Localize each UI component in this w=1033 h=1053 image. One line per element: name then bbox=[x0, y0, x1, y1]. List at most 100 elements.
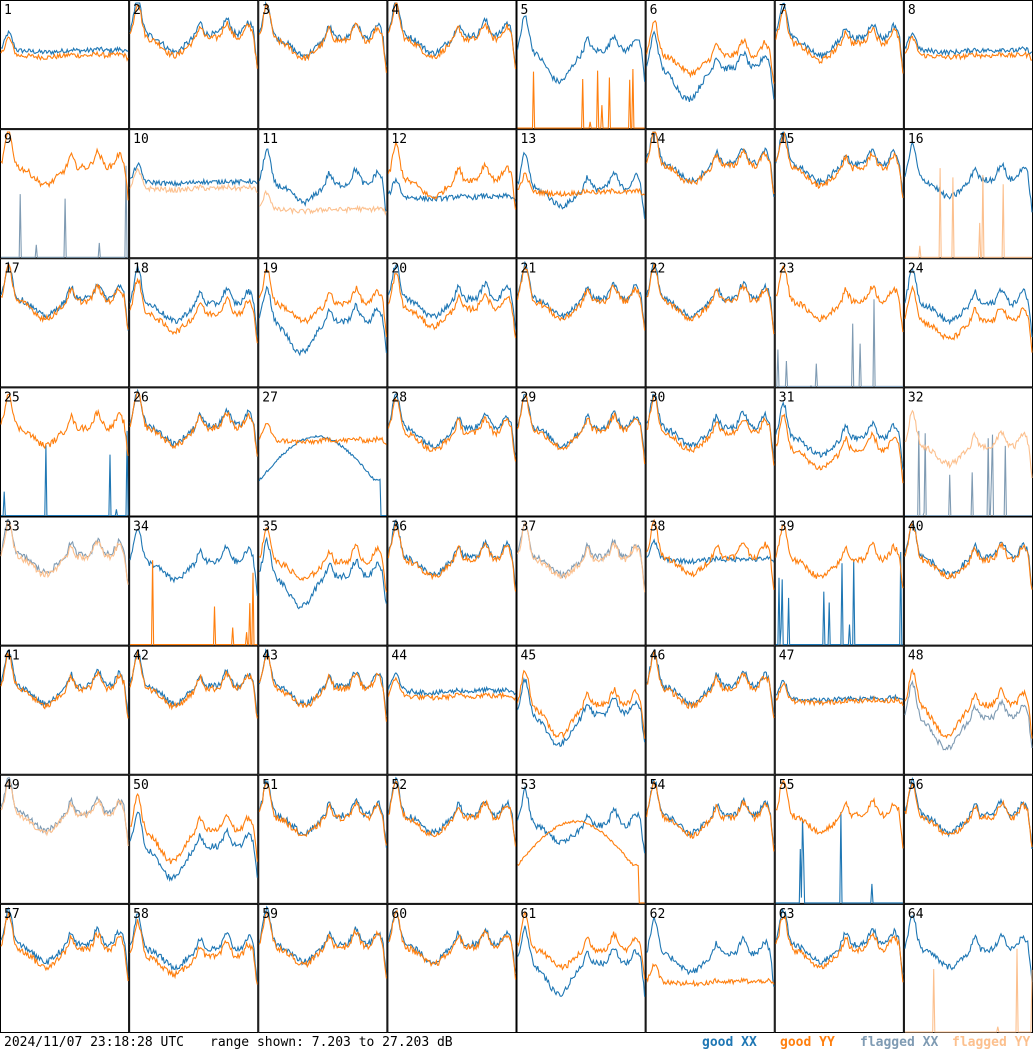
series-yy-good bbox=[387, 397, 517, 462]
panel-49: 49 bbox=[0, 774, 130, 904]
panel-frame bbox=[258, 645, 388, 775]
series-xx-good bbox=[129, 913, 258, 983]
panel-label: 18 bbox=[133, 261, 149, 276]
series-xx-good bbox=[646, 393, 775, 462]
series-xx-good bbox=[775, 811, 903, 904]
series-yy-flagged bbox=[129, 167, 258, 194]
series-xx-good bbox=[775, 401, 904, 470]
panel-16: 16 bbox=[903, 129, 1033, 259]
panel-32: 32 bbox=[903, 387, 1033, 517]
panel-label: 39 bbox=[779, 520, 795, 535]
panel-label: 56 bbox=[908, 778, 924, 793]
panel-4: 4 bbox=[387, 0, 517, 130]
panel-label: 54 bbox=[650, 778, 666, 793]
panel-1: 1 bbox=[0, 0, 130, 130]
series-xx-flagged bbox=[904, 679, 1033, 751]
panel-45: 45 bbox=[516, 645, 646, 775]
legend-good-yy: good YY bbox=[780, 1035, 835, 1050]
panel-label: 23 bbox=[779, 261, 795, 276]
panel-61: 61 bbox=[516, 903, 646, 1033]
series-yy-flagged bbox=[904, 168, 1032, 258]
panel-label: 61 bbox=[521, 907, 537, 922]
panel-19: 19 bbox=[258, 258, 388, 388]
panel-label: 49 bbox=[4, 778, 20, 793]
series-yy-good bbox=[904, 782, 1033, 848]
panel-27: 27 bbox=[258, 387, 388, 517]
panel-57: 57 bbox=[0, 903, 130, 1033]
panel-frame bbox=[0, 774, 130, 904]
series-yy-good bbox=[129, 277, 258, 344]
panel-frame bbox=[387, 0, 517, 130]
series-yy-good bbox=[775, 265, 904, 333]
panel-label: 7 bbox=[779, 3, 787, 18]
panel-label: 2 bbox=[133, 3, 141, 18]
panel-frame bbox=[516, 774, 646, 904]
series-xx-flagged bbox=[904, 430, 1032, 517]
series-yy-flagged bbox=[904, 409, 1033, 479]
panel-frame bbox=[516, 387, 646, 517]
series-yy-good bbox=[258, 911, 387, 979]
panel-label: 35 bbox=[262, 520, 278, 535]
series-xx-good bbox=[904, 32, 1033, 57]
series-yy-good bbox=[258, 527, 387, 593]
panel-label: 9 bbox=[4, 132, 12, 147]
series-yy-good bbox=[387, 140, 517, 210]
series-xx-good bbox=[129, 2, 258, 68]
panel-frame bbox=[774, 903, 904, 1033]
series-yy-good bbox=[775, 9, 904, 74]
series-yy-good bbox=[646, 963, 775, 988]
series-yy-good bbox=[0, 911, 129, 982]
series-xx-good bbox=[904, 523, 1033, 589]
panel-frame bbox=[903, 0, 1033, 130]
series-yy-good bbox=[129, 3, 258, 69]
series-yy-good bbox=[387, 273, 517, 339]
series-xx-good bbox=[129, 528, 258, 596]
footer-bar: 2024/11/07 23:18:28 UTC range shown: 7.2… bbox=[0, 1033, 1033, 1053]
panel-label: 16 bbox=[908, 132, 924, 147]
series-yy-good bbox=[517, 68, 645, 129]
panel-label: 64 bbox=[908, 907, 924, 922]
panel-14: 14 bbox=[645, 129, 775, 259]
panel-label: 34 bbox=[133, 520, 149, 535]
series-yy-good bbox=[517, 172, 645, 198]
panel-label: 45 bbox=[521, 649, 537, 664]
series-yy-good bbox=[775, 524, 904, 589]
panel-60: 60 bbox=[387, 903, 517, 1033]
series-xx-good bbox=[904, 140, 1033, 213]
panel-6: 6 bbox=[645, 0, 775, 130]
panel-9: 9 bbox=[0, 129, 130, 259]
panel-frame bbox=[258, 0, 388, 130]
series-xx-good bbox=[258, 648, 387, 718]
series-xx-good bbox=[258, 536, 387, 610]
panel-label: 41 bbox=[4, 649, 20, 664]
panel-frame bbox=[516, 516, 646, 646]
panel-frame bbox=[387, 258, 517, 388]
series-yy-good bbox=[646, 518, 775, 590]
series-yy-good bbox=[387, 2, 517, 70]
panel-label: 14 bbox=[650, 132, 666, 147]
series-xx-good bbox=[258, 285, 387, 357]
panel-24: 24 bbox=[903, 258, 1033, 388]
series-xx-good bbox=[775, 551, 903, 646]
series-yy-good bbox=[646, 781, 775, 852]
panel-label: 8 bbox=[908, 3, 916, 18]
series-yy-good bbox=[0, 131, 129, 201]
series-yy-flagged bbox=[516, 522, 646, 593]
panel-frame bbox=[387, 903, 517, 1033]
panel-frame bbox=[645, 387, 775, 517]
panel-label: 36 bbox=[391, 520, 407, 535]
panel-3: 3 bbox=[258, 0, 388, 130]
panel-22: 22 bbox=[645, 258, 775, 388]
panel-label: 3 bbox=[262, 3, 270, 18]
panel-frame bbox=[645, 774, 775, 904]
panel-label: 51 bbox=[262, 778, 278, 793]
series-xx-good bbox=[129, 161, 258, 188]
panel-frame bbox=[129, 903, 259, 1033]
panel-label: 13 bbox=[521, 132, 537, 147]
series-xx-good bbox=[646, 30, 775, 103]
panel-35: 35 bbox=[258, 516, 388, 646]
series-yy-good bbox=[517, 910, 646, 980]
panel-frame bbox=[516, 0, 646, 130]
series-yy-good bbox=[646, 131, 775, 195]
panel-frame bbox=[0, 258, 130, 388]
